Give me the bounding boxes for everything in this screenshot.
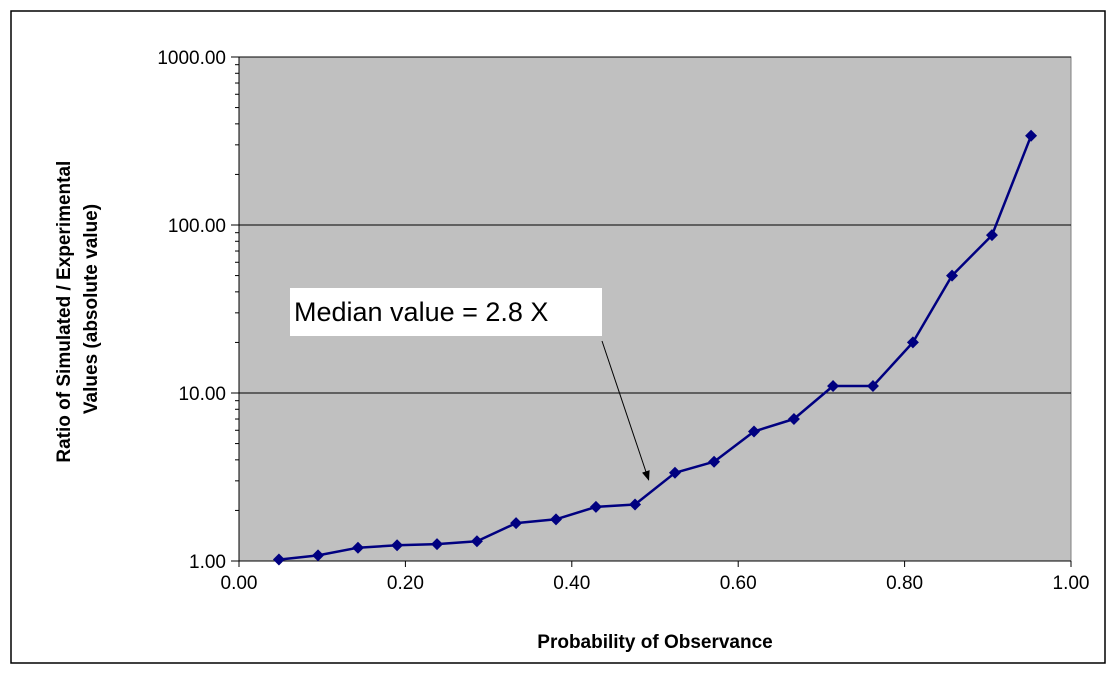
data-point (827, 380, 840, 393)
annotation-text: Median value = 2.8 X (294, 297, 548, 327)
y-axis-title-line-2: Values (absolute value) (81, 204, 102, 414)
y-tick-label: 1.00 (189, 552, 226, 573)
data-point (748, 425, 761, 438)
data-point (470, 535, 483, 548)
data-point (431, 538, 444, 551)
data-point (1025, 129, 1038, 142)
series (272, 129, 1038, 566)
data-point (272, 553, 285, 566)
data-point (391, 539, 404, 552)
data-point (510, 517, 523, 530)
data-point (668, 466, 681, 479)
x-tick-label: 0.40 (553, 573, 590, 594)
y-axis-ticks: 1.00 10.00 100.00 1000.00 (157, 48, 239, 573)
x-tick-label: 0.20 (387, 573, 424, 594)
axes (238, 57, 1071, 562)
data-point (866, 380, 879, 393)
data-point (351, 541, 364, 554)
annotation: Median value = 2.8 X (290, 288, 650, 481)
data-point (708, 455, 721, 468)
x-tick-label: 1.00 (1053, 573, 1090, 594)
y-axis-title-line-1: Ratio of Simulated / Experimental (54, 161, 75, 463)
data-point (629, 498, 642, 511)
data-point (549, 513, 562, 526)
y-tick-label: 10.00 (178, 384, 226, 405)
x-tick-label: 0.60 (720, 573, 757, 594)
x-axis-title: Probability of Observance (537, 632, 772, 653)
x-tick-label: 0.80 (886, 573, 923, 594)
y-tick-label: 1000.00 (157, 48, 226, 69)
annotation-arrow (601, 340, 650, 481)
gridlines (239, 56, 1071, 394)
annotation-box (290, 288, 602, 336)
y-axis-title: Ratio of Simulated / Experimental Values… (54, 155, 102, 462)
data-point (906, 336, 919, 349)
data-point (589, 500, 602, 513)
x-axis-ticks: 0.00 0.20 0.40 0.60 0.80 1.00 (221, 561, 1090, 594)
series-line (278, 135, 1033, 561)
y-tick-label: 100.00 (168, 216, 226, 237)
data-point (787, 413, 800, 426)
x-tick-label: 0.00 (221, 573, 258, 594)
data-point (312, 549, 325, 562)
data-point (946, 269, 959, 282)
data-point (985, 229, 998, 242)
